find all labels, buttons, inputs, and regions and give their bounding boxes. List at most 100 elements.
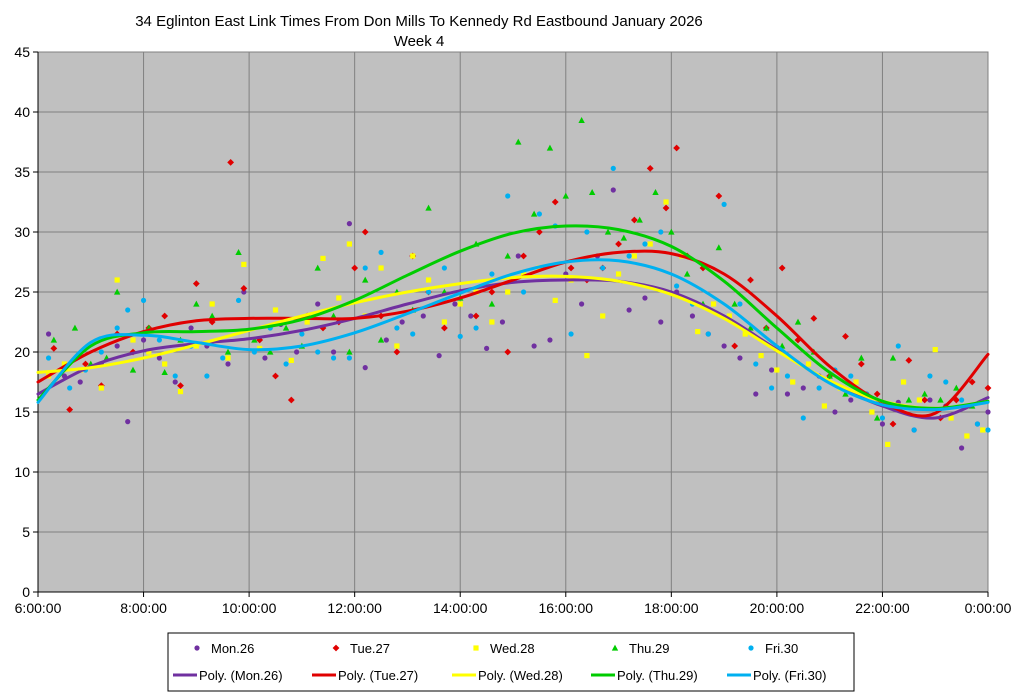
point-tue-27: [968, 378, 976, 386]
point-mon-26: [383, 337, 389, 343]
point-wed-28: [394, 343, 400, 349]
point-fri-30: [674, 283, 680, 289]
point-tue-27: [615, 240, 622, 248]
point-wed-28: [615, 271, 622, 277]
point-thu-29: [953, 384, 960, 391]
point-fri-30: [235, 297, 242, 303]
y-tick-label: 45: [14, 44, 30, 60]
point-tue-27: [393, 348, 401, 356]
legend-label-thu-29: Thu.29: [629, 641, 669, 656]
point-fri-30: [330, 355, 337, 361]
point-thu-29: [50, 336, 58, 343]
point-thu-29: [546, 144, 554, 151]
point-fri-30: [784, 373, 791, 379]
point-mon-26: [579, 301, 585, 307]
x-tick-label: 0:00:00: [965, 600, 1012, 616]
point-tue-27: [520, 252, 527, 260]
trendline-fri-30: [36, 258, 990, 412]
point-tue-27: [440, 324, 448, 332]
point-wed-28: [900, 379, 907, 385]
legend-marker-thu-29: [611, 644, 619, 651]
point-wed-28: [320, 255, 326, 261]
point-tue-27: [731, 342, 739, 350]
point-thu-29: [377, 336, 385, 343]
point-tue-27: [50, 345, 58, 352]
point-fri-30: [457, 333, 463, 339]
legend-box: [167, 632, 855, 692]
point-fri-30: [220, 355, 226, 361]
legend: Mon.26 Tue.27 Wed.28 Thu.29 Fri.30 Poly. (Mon…: [167, 632, 855, 692]
point-mon-26: [642, 295, 648, 301]
point-wed-28: [288, 357, 294, 363]
point-fri-30: [45, 355, 52, 361]
point-wed-28: [774, 367, 780, 373]
point-thu-29: [921, 390, 928, 397]
y-tick-label: 5: [22, 524, 30, 540]
point-tue-27: [921, 396, 929, 404]
point-tue-27: [272, 372, 279, 380]
point-thu-29: [530, 210, 538, 217]
point-tue-27: [504, 348, 512, 356]
point-tue-27: [646, 165, 654, 172]
point-wed-28: [304, 319, 310, 325]
legend-line-label-fri-30: Poly. (Fri.30): [753, 668, 826, 683]
point-tue-27: [699, 264, 707, 272]
legend-marker-fri-30: [748, 645, 754, 651]
legend-label-mon-26: Mon.26: [211, 641, 254, 656]
legend-marker-tue-27: [332, 644, 340, 652]
point-wed-28: [821, 403, 827, 409]
trendline-thu-29: [36, 224, 990, 410]
legend-label-wed-28: Wed.28: [490, 641, 535, 656]
point-fri-30: [299, 331, 305, 337]
point-tue-27: [551, 198, 559, 206]
point-fri-30: [927, 373, 933, 379]
point-wed-28: [964, 433, 970, 439]
point-mon-26: [658, 319, 664, 325]
axes: 0 5 10 15 20 25 30 35 40 45 6:00:00 8:00:00 10:00:00…: [14, 44, 1011, 616]
point-wed-28: [241, 261, 247, 267]
point-thu-29: [763, 324, 770, 331]
point-mon-26: [114, 343, 120, 349]
point-thu-29: [747, 324, 754, 331]
legend-line-label-mon-26: Poly. (Mon.26): [199, 668, 283, 683]
point-wed-28: [790, 379, 796, 385]
point-fri-30: [204, 373, 210, 379]
point-fri-30: [114, 325, 120, 331]
y-tick-label: 0: [22, 584, 30, 600]
point-thu-29: [488, 300, 496, 307]
point-thu-29: [193, 300, 200, 307]
point-thu-29: [208, 312, 216, 319]
point-tue-27: [177, 382, 184, 389]
point-mon-26: [125, 419, 131, 425]
point-tue-27: [287, 396, 295, 404]
x-tick-label: 6:00:00: [15, 600, 62, 616]
point-fri-30: [125, 307, 131, 313]
point-wed-28: [162, 361, 168, 367]
point-mon-26: [769, 367, 775, 373]
point-mon-26: [499, 319, 506, 325]
y-tick-label: 15: [14, 404, 30, 420]
point-thu-29: [683, 270, 691, 277]
point-wed-28: [520, 271, 527, 277]
point-thu-29: [504, 252, 511, 259]
point-fri-30: [425, 289, 432, 295]
point-thu-29: [113, 288, 121, 295]
point-tue-27: [630, 216, 638, 224]
point-fri-30: [737, 301, 743, 307]
point-fri-30: [610, 165, 616, 171]
point-wed-28: [98, 385, 104, 391]
point-mon-26: [45, 331, 52, 337]
point-mon-26: [689, 313, 696, 319]
point-thu-29: [282, 324, 290, 331]
point-mon-26: [315, 301, 321, 307]
point-thu-29: [794, 318, 802, 325]
point-fri-30: [626, 253, 632, 259]
point-mon-26: [959, 445, 965, 451]
point-thu-29: [224, 348, 232, 355]
point-tue-27: [82, 360, 89, 368]
trendline-wed-28: [36, 274, 990, 410]
point-mon-26: [241, 289, 247, 295]
point-mon-26: [985, 409, 991, 415]
chart-subtitle: Week 4: [394, 33, 445, 50]
point-wed-28: [853, 379, 859, 385]
